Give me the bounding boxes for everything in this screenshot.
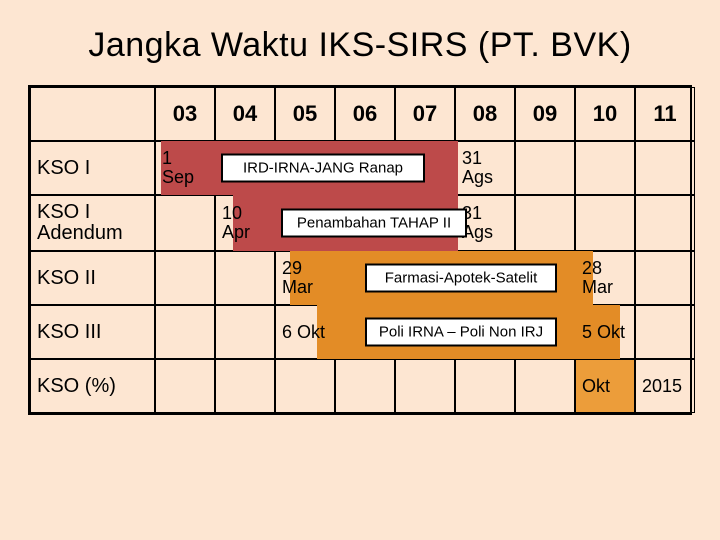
year-cell — [635, 141, 695, 195]
year-cell — [515, 359, 575, 413]
row-label: KSO II — [30, 251, 155, 305]
year-cell — [335, 359, 395, 413]
year-header: 04 — [215, 87, 275, 141]
year-cell — [635, 195, 695, 251]
year-cell — [155, 359, 215, 413]
year-cell — [275, 359, 335, 413]
row-label: KSO I — [30, 141, 155, 195]
year-header: 07 — [395, 87, 455, 141]
year-cell — [515, 141, 575, 195]
tail-text: 2015 — [642, 377, 682, 396]
year-header: 11 — [635, 87, 695, 141]
tail-text: Okt — [582, 377, 610, 396]
row-label: KSO I Adendum — [30, 195, 155, 251]
year-cell — [155, 251, 215, 305]
year-cell — [635, 305, 695, 359]
year-cell — [575, 195, 635, 251]
year-cell: 31 Ags — [455, 141, 515, 195]
year-header: 09 — [515, 87, 575, 141]
year-cell — [215, 251, 275, 305]
end-date: 31 Ags — [462, 204, 508, 242]
timeline-table: 030405060708091011 KSO I1 Sep 31 Ags IRD-I… — [28, 85, 692, 415]
year-header: 03 — [155, 87, 215, 141]
start-date: 10 Apr — [222, 204, 268, 242]
start-date: 6 Okt — [282, 323, 325, 342]
year-cell — [155, 195, 215, 251]
table-row: KSO (%) Okt 2015 — [30, 359, 690, 413]
row-label: KSO III — [30, 305, 155, 359]
table-row: KSO I Adendum 10 Apr 31 AgsPenambahan TAHA… — [30, 195, 690, 251]
year-cell — [155, 305, 215, 359]
overlay-box: Penambahan TAHAP II — [281, 209, 467, 238]
end-date: 28 Mar — [582, 259, 628, 297]
year-cell — [395, 359, 455, 413]
page-title: Jangka Waktu IKS-SIRS (PT. BVK) — [28, 26, 692, 65]
year-headers: 030405060708091011 — [155, 87, 695, 141]
year-header: 06 — [335, 87, 395, 141]
year-cell — [515, 195, 575, 251]
year-cell: 28 Mar — [575, 251, 635, 305]
year-header: 10 — [575, 87, 635, 141]
year-cell — [635, 251, 695, 305]
start-date: 29 Mar — [282, 259, 328, 297]
overlay-box: Farmasi-Apotek-Satelit — [365, 264, 557, 293]
overlay-box: Poli IRNA – Poli Non IRJ — [365, 318, 557, 347]
year-cell — [215, 359, 275, 413]
end-date: 31 Ags — [462, 149, 508, 187]
year-header: 08 — [455, 87, 515, 141]
table-row: KSO III 6 Okt 5 Okt Poli IRNA – Poli Non IR… — [30, 305, 690, 359]
start-date: 1 Sep — [162, 149, 208, 187]
header-empty — [30, 87, 155, 141]
table-row: KSO I1 Sep 31 Ags IRD-IRNA-JANG Ranap — [30, 141, 690, 195]
row-label: KSO (%) — [30, 359, 155, 413]
year-cell — [455, 359, 515, 413]
header-row: 030405060708091011 — [30, 87, 690, 141]
year-header: 05 — [275, 87, 335, 141]
end-date: 5 Okt — [582, 323, 625, 342]
overlay-box: IRD-IRNA-JANG Ranap — [221, 154, 425, 183]
year-cell: Okt — [575, 359, 635, 413]
year-cell — [215, 305, 275, 359]
year-cell — [575, 141, 635, 195]
table-row: KSO II 29 Mar 28 Mar Farmasi-Apotek-Satelit — [30, 251, 690, 305]
year-cell: 2015 — [635, 359, 695, 413]
table-body: KSO I1 Sep31 AgsIRD-IRNA-JANG RanapKSO I… — [30, 141, 690, 413]
